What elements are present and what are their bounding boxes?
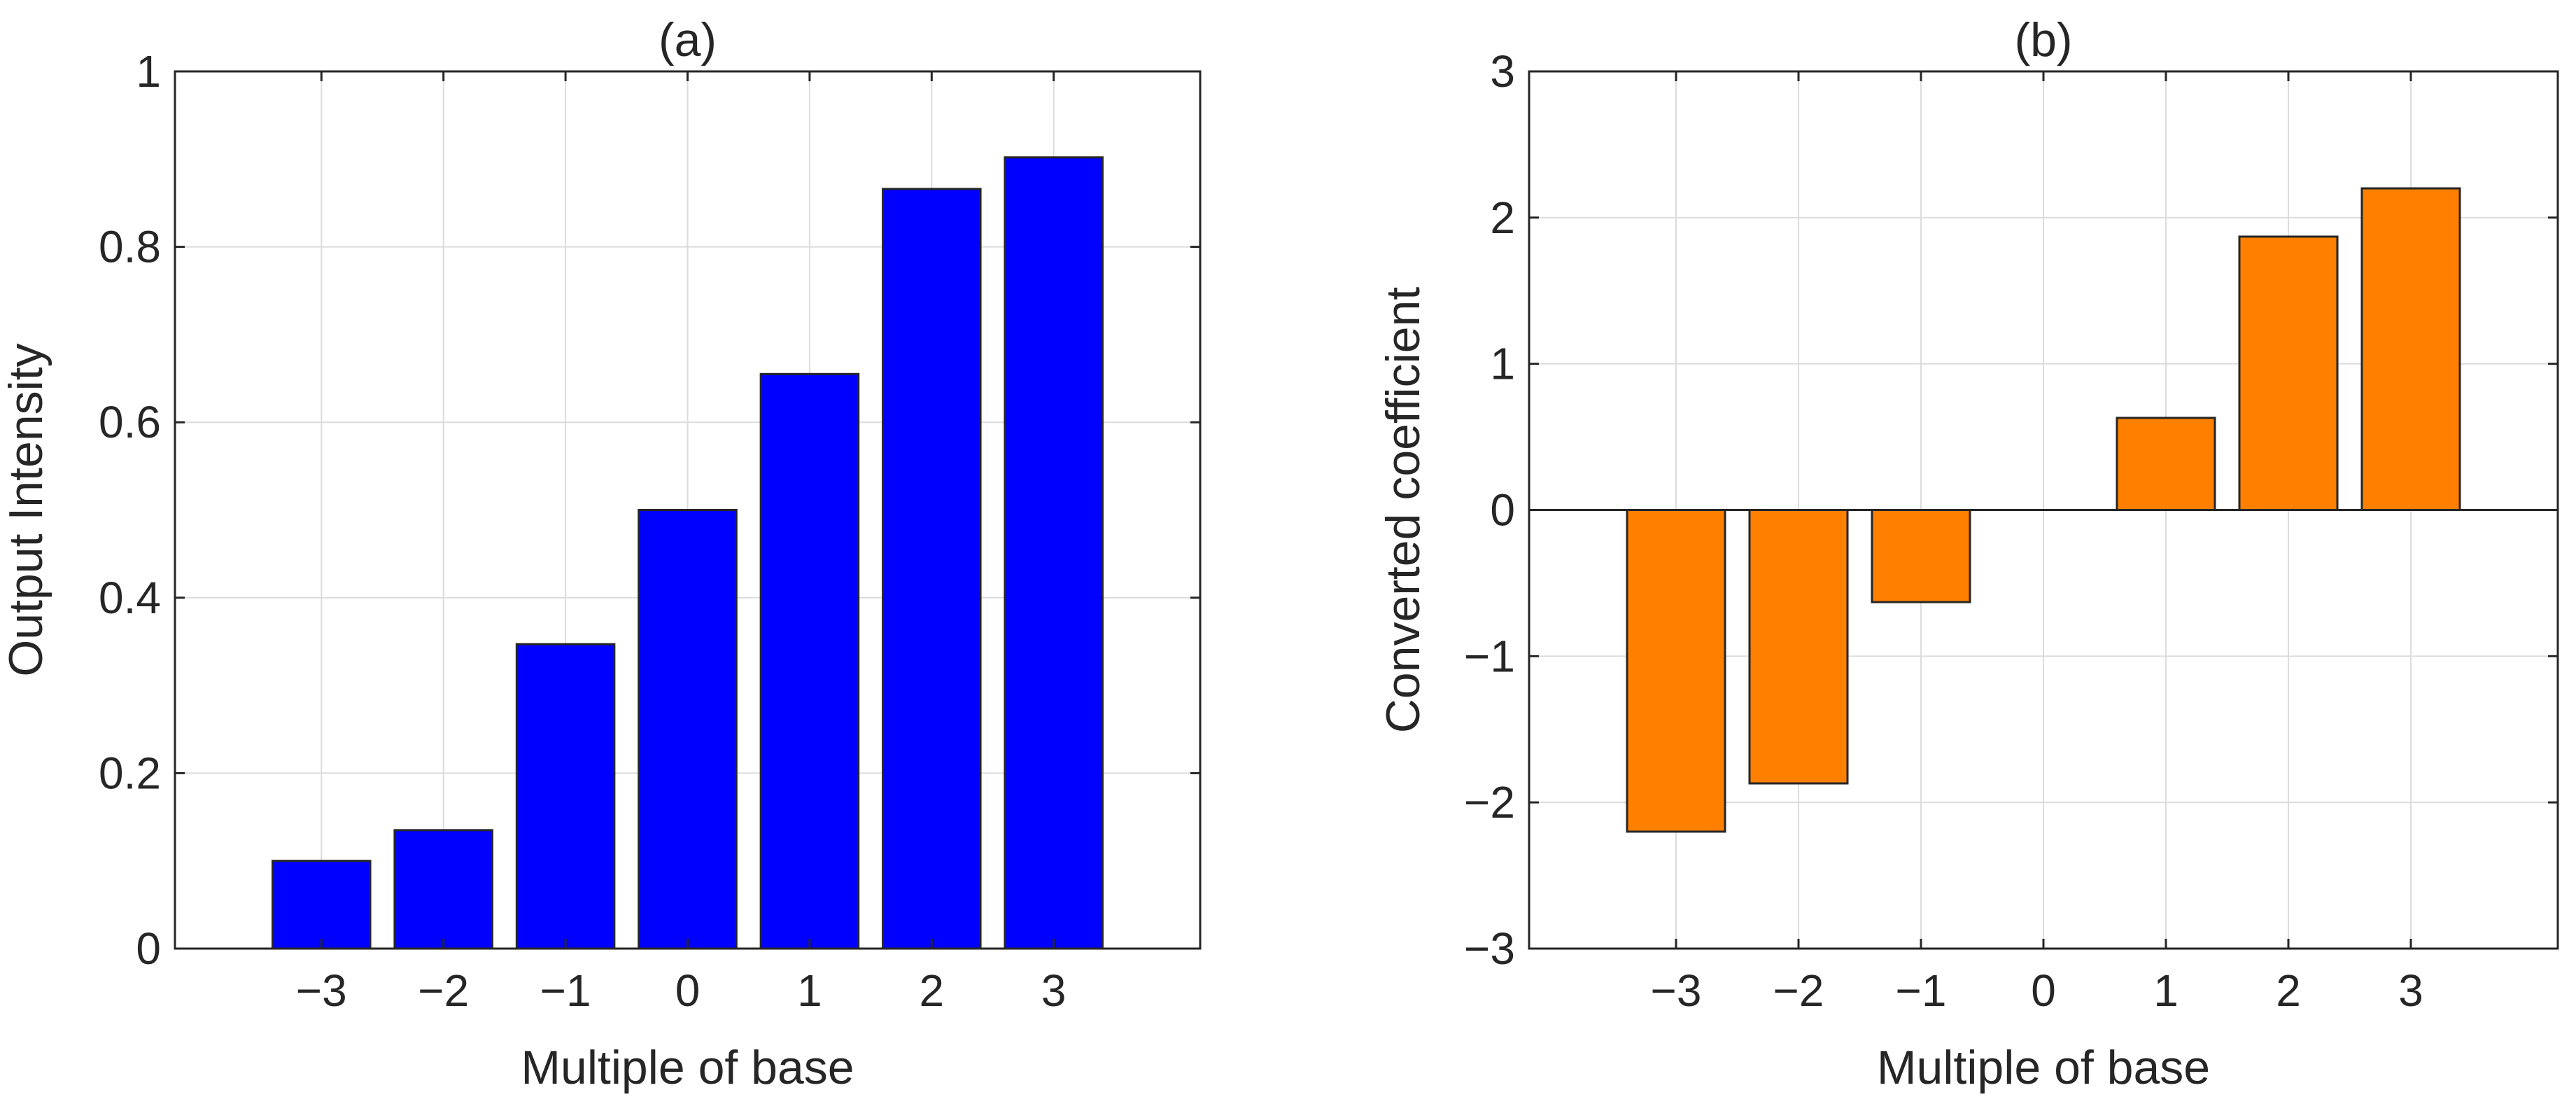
bar-a-0	[638, 509, 738, 950]
panel-title: (a)	[659, 13, 717, 67]
y-axis-label: Converted coefficient	[1377, 287, 1430, 734]
x-tick-label: 2	[920, 965, 945, 1016]
x-tick-label: 0	[675, 965, 701, 1016]
bar-b-−2	[1748, 509, 1849, 785]
y-axis-label: Output Intensity	[0, 343, 52, 676]
y-tick-label: 0.6	[99, 397, 161, 447]
y-tick-label: 0	[136, 923, 161, 974]
panel-b: −3 −2 −1 0 1 2 3 −3 −2 −1 0 1 2 3 (b) Multiple of base C…	[1377, 13, 2559, 1094]
y-tick-label: 0.2	[99, 748, 161, 798]
y-tick-label: 1	[1490, 339, 1515, 389]
y-tick-label: 3	[1490, 46, 1515, 97]
bar-b-−1	[1871, 509, 1971, 603]
bar-a-−2	[393, 829, 493, 950]
bar-a-−3	[272, 860, 372, 950]
y-tick-label: 0.8	[99, 222, 161, 272]
x-tick-label: −2	[418, 965, 469, 1016]
bar-a-2	[882, 188, 982, 950]
x-tick-label: −1	[1896, 965, 1947, 1016]
panel-title: (b)	[2014, 13, 2072, 67]
bar-b-−3	[1626, 509, 1726, 833]
x-tick-label: −2	[1773, 965, 1824, 1016]
y-tick-label: 1	[136, 46, 161, 97]
x-tick-label: 3	[1041, 965, 1067, 1016]
panel-a: −3 −2 −1 0 1 2 3 0 0.2 0.4 0.6 0.8 1 (a) Multiple of b…	[0, 13, 1202, 1094]
x-tick-label: −3	[296, 965, 347, 1016]
x-tick-label: 2	[2276, 965, 2301, 1016]
x-axis-label: Multiple of base	[521, 1041, 854, 1094]
y-tick-label: −2	[1464, 777, 1515, 827]
bar-b-3	[2360, 187, 2461, 511]
x-tick-label: −1	[540, 965, 591, 1016]
x-tick-label: 1	[797, 965, 822, 1016]
y-tick-label: 2	[1490, 193, 1515, 243]
x-axis-label: Multiple of base	[1877, 1041, 2210, 1094]
x-tick-label: 0	[2031, 965, 2056, 1016]
x-tick-label: 1	[2153, 965, 2179, 1016]
bar-a-−1	[515, 643, 616, 950]
bar-b-2	[2238, 235, 2339, 511]
x-tick-label: 3	[2398, 965, 2423, 1016]
bar-a-3	[1004, 156, 1104, 950]
x-tick-label: −3	[1651, 965, 1702, 1016]
bar-b-1	[2116, 417, 2216, 511]
bar-a-1	[759, 372, 860, 950]
y-tick-label: −3	[1464, 923, 1515, 974]
y-tick-label: 0	[1490, 485, 1515, 536]
y-tick-label: −1	[1464, 631, 1515, 681]
y-tick-label: 0.4	[99, 573, 161, 623]
